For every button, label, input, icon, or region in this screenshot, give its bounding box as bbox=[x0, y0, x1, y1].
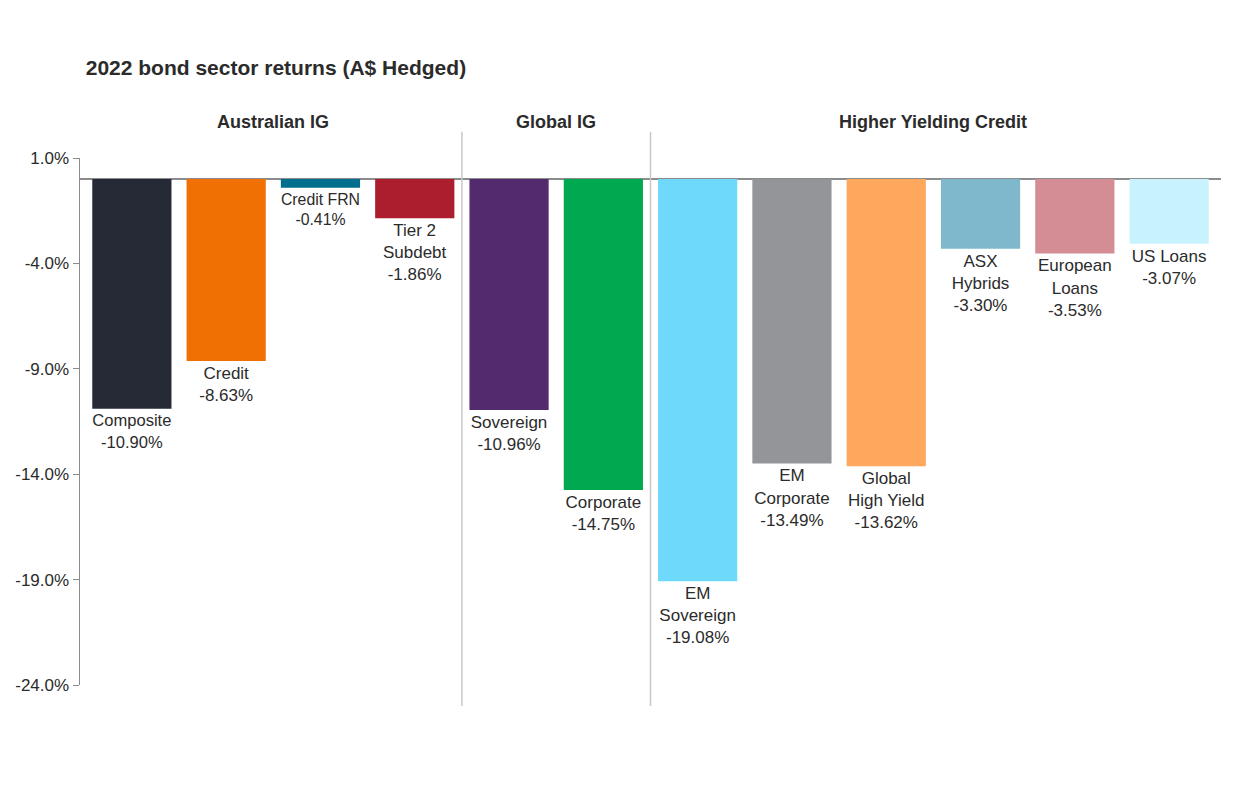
svg-text:-9.0%: -9.0% bbox=[25, 360, 69, 379]
svg-text:Tier 2Subdebt-1.86%: Tier 2Subdebt-1.86% bbox=[383, 221, 447, 284]
svg-text:1.0%: 1.0% bbox=[30, 149, 69, 168]
svg-text:EMCorporate-13.49%: EMCorporate-13.49% bbox=[754, 466, 830, 529]
svg-text:2022 bond sector returns (A$ H: 2022 bond sector returns (A$ Hedged) bbox=[86, 56, 466, 79]
svg-text:GlobalHigh Yield-13.62%: GlobalHigh Yield-13.62% bbox=[848, 469, 925, 532]
svg-text:US Loans-3.07%: US Loans-3.07% bbox=[1132, 247, 1207, 288]
svg-text:EMSovereign-19.08%: EMSovereign-19.08% bbox=[659, 584, 736, 647]
svg-text:Global IG: Global IG bbox=[516, 112, 596, 132]
svg-text:Credit-8.63%: Credit-8.63% bbox=[199, 364, 253, 405]
svg-text:Composite-10.90%: Composite-10.90% bbox=[92, 411, 171, 452]
svg-text:Higher Yielding Credit: Higher Yielding Credit bbox=[839, 112, 1027, 132]
svg-text:-14.0%: -14.0% bbox=[15, 465, 69, 484]
svg-text:-4.0%: -4.0% bbox=[25, 254, 69, 273]
svg-text:Credit FRN-0.41%: Credit FRN-0.41% bbox=[281, 191, 360, 229]
svg-text:ASXHybrids-3.30%: ASXHybrids-3.30% bbox=[952, 252, 1010, 315]
svg-text:EuropeanLoans-3.53%: EuropeanLoans-3.53% bbox=[1038, 256, 1112, 319]
svg-text:Australian IG: Australian IG bbox=[217, 112, 329, 132]
svg-text:-19.0%: -19.0% bbox=[15, 571, 69, 590]
svg-text:Sovereign-10.96%: Sovereign-10.96% bbox=[471, 413, 548, 454]
svg-text:-24.0%: -24.0% bbox=[15, 676, 69, 695]
svg-text:Corporate-14.75%: Corporate-14.75% bbox=[566, 493, 642, 534]
